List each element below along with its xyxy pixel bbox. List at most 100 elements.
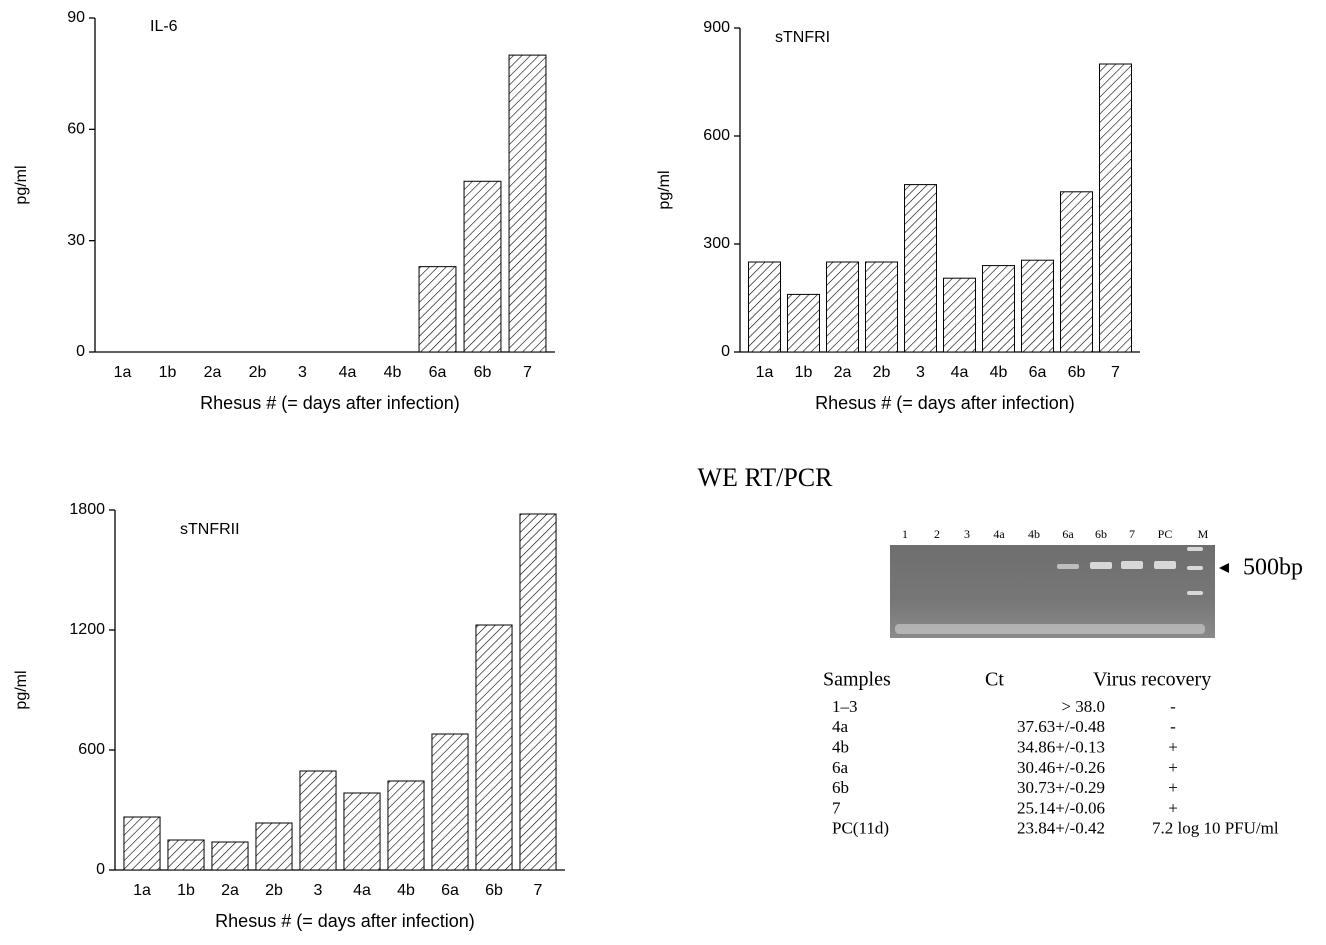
table-cell: 4b (832, 738, 849, 757)
table-cell: PC(11d) (832, 819, 889, 838)
y-tick-label: 0 (96, 861, 105, 878)
x-tick-label: 6a (429, 364, 447, 381)
y-axis-label: pg/ml (13, 165, 30, 204)
x-tick-label: 4b (990, 364, 1008, 381)
bar (788, 294, 820, 352)
table-cell: + (1168, 738, 1178, 757)
lane-label: 3 (964, 527, 970, 541)
table-cell: 30.46+/-0.26 (1017, 758, 1105, 777)
x-tick-label: 1a (114, 364, 132, 381)
lane-label: 4b (1028, 527, 1040, 541)
x-tick-label: 3 (916, 364, 925, 381)
gel-title: WE RT/PCR (698, 463, 834, 492)
bar (388, 781, 424, 870)
y-tick-label: 30 (67, 232, 85, 249)
lane-label: M (1198, 527, 1209, 541)
bar (432, 734, 468, 870)
bar (944, 278, 976, 352)
table-cell: > 38.0 (1061, 697, 1105, 716)
table-cell: 7 (832, 798, 841, 817)
lane-label: 4a (993, 527, 1005, 541)
bar (983, 266, 1015, 352)
x-tick-label: 4b (384, 364, 402, 381)
x-tick-label: 4a (339, 364, 357, 381)
x-tick-label: 4b (397, 882, 415, 899)
lane-label: 7 (1129, 527, 1135, 541)
table-cell: 23.84+/-0.42 (1017, 819, 1105, 838)
x-tick-label: 3 (298, 364, 307, 381)
y-tick-label: 600 (78, 741, 105, 758)
x-tick-label: 1a (756, 364, 774, 381)
x-tick-label: 1b (795, 364, 813, 381)
bar (905, 185, 937, 352)
table-cell: 4a (832, 717, 849, 736)
y-tick-label: 90 (67, 9, 85, 26)
x-tick-label: 1b (159, 364, 177, 381)
table-header: Samples (823, 669, 891, 691)
bar (827, 262, 859, 352)
table-cell: 7.2 log 10 PFU/ml (1152, 819, 1279, 838)
bar (509, 55, 546, 352)
bar (124, 817, 160, 870)
chart-title: sTNFRI (775, 29, 830, 46)
x-tick-label: 7 (1111, 364, 1120, 381)
bar (300, 771, 336, 870)
table-cell: + (1168, 778, 1178, 797)
x-tick-label: 7 (534, 882, 543, 899)
y-axis-label: pg/ml (13, 670, 30, 709)
x-tick-label: 6a (1029, 364, 1047, 381)
lane-label: 1 (902, 527, 908, 541)
x-tick-label: 2b (265, 882, 283, 899)
x-tick-label: 2b (249, 364, 267, 381)
y-tick-label: 60 (67, 121, 85, 138)
bar (1100, 64, 1132, 352)
x-tick-label: 1b (177, 882, 195, 899)
table-header: Ct (985, 669, 1004, 691)
x-tick-label: 7 (523, 364, 532, 381)
lane-label: 6b (1095, 527, 1107, 541)
table-cell: 34.86+/-0.13 (1017, 738, 1105, 757)
bar (419, 267, 456, 352)
bar (866, 262, 898, 352)
bar (256, 823, 292, 870)
x-tick-label: 2a (834, 364, 852, 381)
bar (1061, 192, 1093, 352)
lane-label: 2 (934, 527, 940, 541)
x-tick-label: 2a (221, 882, 239, 899)
table-cell: 6b (832, 778, 849, 797)
x-tick-label: 6b (485, 882, 503, 899)
y-tick-label: 300 (703, 235, 730, 252)
y-tick-label: 1200 (69, 621, 105, 638)
y-tick-label: 900 (703, 19, 730, 36)
x-tick-label: 4a (951, 364, 969, 381)
table-cell: 1–3 (832, 697, 858, 716)
table-cell: - (1170, 717, 1176, 736)
chart-title: sTNFRII (180, 521, 240, 538)
table-cell: 25.14+/-0.06 (1017, 798, 1105, 817)
y-tick-label: 600 (703, 127, 730, 144)
bar (212, 842, 248, 870)
chart-title: IL-6 (150, 18, 178, 35)
lane-label: 6a (1062, 527, 1074, 541)
x-axis-label: Rhesus # (= days after infection) (815, 393, 1075, 413)
y-tick-label: 0 (76, 343, 85, 360)
table-header: Virus recovery (1093, 669, 1211, 691)
table-cell: 30.73+/-0.29 (1017, 778, 1105, 797)
bar (520, 514, 556, 870)
x-tick-label: 6b (474, 364, 492, 381)
x-tick-label: 2b (873, 364, 891, 381)
x-tick-label: 1a (133, 882, 151, 899)
x-tick-label: 2a (204, 364, 222, 381)
x-axis-label: Rhesus # (= days after infection) (200, 393, 460, 413)
bar (1022, 260, 1054, 352)
bar (476, 625, 512, 870)
marker-arrow (1219, 563, 1229, 573)
bar (344, 793, 380, 870)
table-cell: 6a (832, 758, 849, 777)
table-cell: 37.63+/-0.48 (1017, 717, 1105, 736)
table-cell: + (1168, 798, 1178, 817)
y-tick-label: 0 (721, 343, 730, 360)
x-tick-label: 6a (441, 882, 459, 899)
bar (749, 262, 781, 352)
y-tick-label: 1800 (69, 501, 105, 518)
